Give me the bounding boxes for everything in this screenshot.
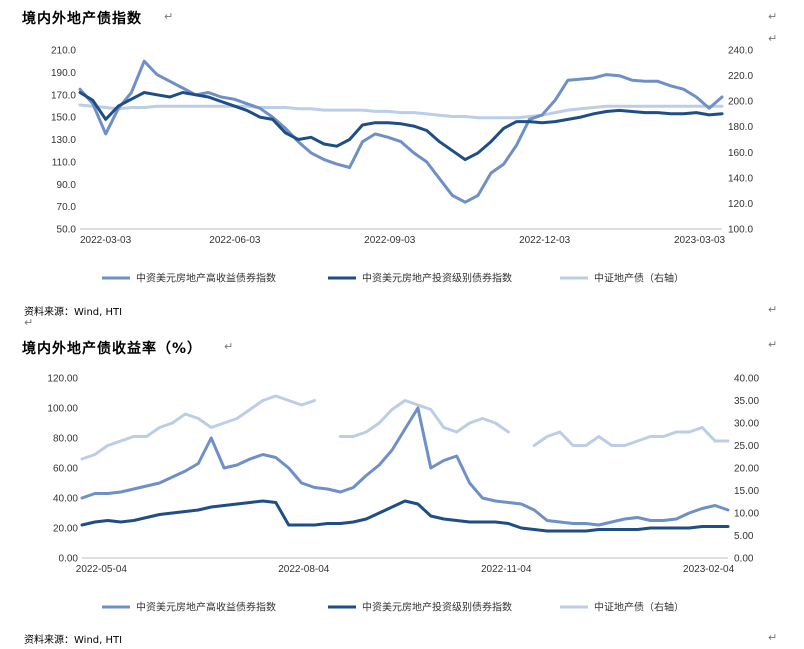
c2-y-left-tick-label: 40.00	[53, 494, 78, 505]
return-mark-icon: ↵	[224, 340, 234, 353]
c1-legend-label: 中资美元房地产投资级别债券指数	[362, 272, 512, 285]
c1-y-left-tick-label: 190.0	[51, 68, 76, 79]
return-mark-icon: ↵	[768, 32, 778, 45]
c1-y-right-tick-label: 140.0	[728, 173, 753, 184]
c2-legend-label: 中资美元房地产投资级别债券指数	[362, 601, 512, 614]
c1-y-right-tick-label: 220.0	[728, 71, 753, 82]
c1-y-right-tick-label: 160.0	[728, 148, 753, 159]
c2-x-tick-label: 2022-08-04	[278, 564, 330, 575]
c2-y-right-tick-label: 40.00	[734, 374, 759, 385]
c2-y-right-tick-label: 30.00	[734, 419, 759, 430]
c2-x-tick-label: 2023-02-04	[683, 564, 735, 575]
return-mark-icon: ↵	[768, 10, 778, 23]
c2-legend-label: 中资美元房地产高收益债券指数	[136, 601, 276, 614]
chart1-svg: 50.0 70.0 90.0 110.0 130.0 150.0 170.0 190.0 210…	[51, 46, 753, 285]
c1-y-right-tick-label: 240.0	[728, 46, 753, 57]
c2-x-tick-label: 2022-05-04	[76, 564, 128, 575]
c2-y-left-tick-label: 120.00	[47, 374, 78, 385]
chart2-source: 资料来源：Wind, HTI	[24, 635, 123, 646]
chart2-title: 境内外地产债收益率（%）	[22, 341, 203, 357]
c1-legend-label: 中资美元房地产高收益债券指数	[136, 272, 276, 285]
c2-y-right-tick-label: 20.00	[734, 464, 759, 475]
c1-legend-label: 中证地产债（右轴）	[594, 272, 684, 285]
c2-series-line-2	[80, 394, 730, 461]
c1-y-right-tick-label: 200.0	[728, 97, 753, 108]
c2-y-left-tick-label: 80.00	[53, 434, 78, 445]
c1-x-tick-label: 2022-03-03	[80, 235, 132, 246]
return-mark-icon: ↵	[24, 316, 34, 329]
c2-y-left-tick-label: 20.00	[53, 524, 78, 535]
return-mark-icon: ↵	[164, 10, 174, 23]
c1-series-line-0	[78, 59, 724, 204]
c1-x-tick-label: 2022-06-03	[209, 235, 261, 246]
c2-x-tick-label: 2022-11-04	[481, 564, 532, 575]
c1-y-left-tick-label: 50.0	[57, 225, 77, 236]
c2-y-left-tick-label: 0.00	[59, 554, 79, 565]
c1-y-left-tick-label: 150.0	[51, 113, 76, 124]
c1-y-left-tick-label: 210.0	[51, 46, 76, 57]
c1-y-right-tick-label: 180.0	[728, 122, 753, 133]
c2-y-right-tick-label: 15.00	[734, 486, 759, 497]
c2-series-line-0	[80, 406, 730, 527]
c1-series-line-1	[78, 91, 724, 162]
c1-series-line-2	[78, 103, 724, 120]
c1-y-right-tick-label: 120.0	[728, 199, 753, 210]
c2-series-line-1	[80, 499, 730, 533]
c1-y-left-tick-label: 130.0	[51, 135, 76, 146]
c1-x-tick-label: 2022-09-03	[364, 235, 416, 246]
c1-y-right-tick-label: 100.0	[728, 225, 753, 236]
c2-y-left-tick-label: 60.00	[53, 464, 78, 475]
return-mark-icon: ↵	[768, 303, 778, 316]
c1-y-left-tick-label: 170.0	[51, 90, 76, 101]
c2-y-right-tick-label: 0.00	[734, 554, 754, 565]
c1-y-left-tick-label: 110.0	[52, 157, 77, 168]
c1-y-left-tick-label: 90.0	[57, 180, 77, 191]
c1-y-left-tick-label: 70.0	[57, 202, 77, 213]
return-mark-icon: ↵	[768, 338, 778, 351]
c1-x-tick-label: 2022-12-03	[519, 235, 571, 246]
chart1-source: 资料来源：Wind, HTI	[24, 307, 123, 318]
c2-y-right-tick-label: 10.00	[734, 509, 759, 520]
c2-legend-label: 中证地产债（右轴）	[594, 601, 684, 614]
c2-y-right-tick-label: 25.00	[734, 441, 759, 452]
return-mark-icon: ↵	[768, 631, 778, 644]
c2-y-right-tick-label: 35.00	[734, 396, 759, 407]
c2-y-left-tick-label: 100.00	[47, 404, 78, 415]
chart2-svg: 0.00 20.00 40.00 60.00 80.00 100.00 120.00 0.0…	[47, 374, 759, 614]
c2-y-right-tick-label: 5.00	[734, 531, 754, 542]
c1-x-tick-label: 2023-03-03	[674, 235, 726, 246]
chart1-title: 境内外地产债指数	[22, 11, 142, 27]
